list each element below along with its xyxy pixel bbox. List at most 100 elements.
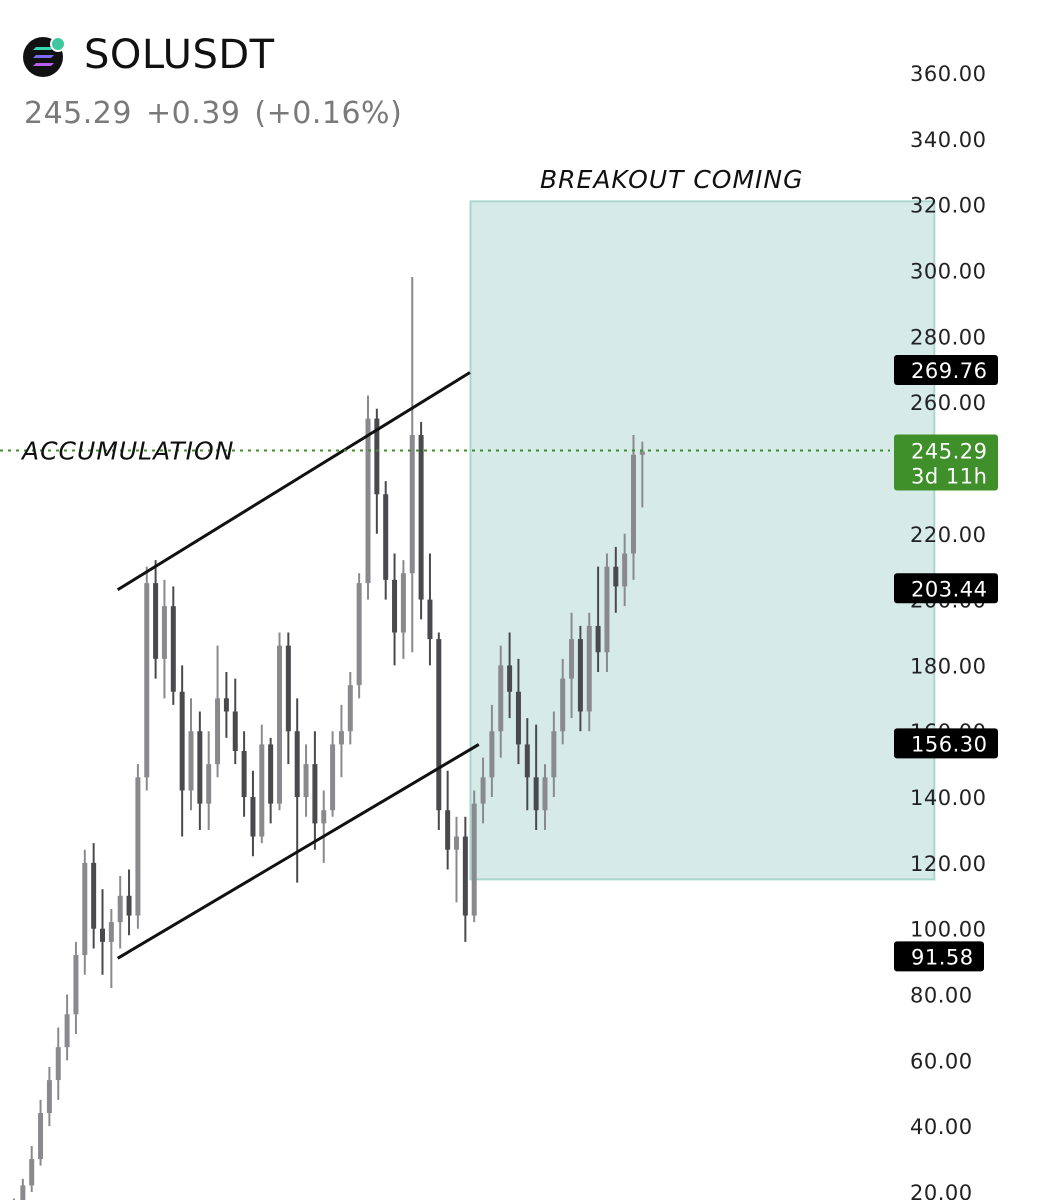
- candle[interactable]: [161, 579, 167, 699]
- candle-body: [117, 895, 123, 923]
- candle[interactable]: [312, 731, 318, 850]
- candle[interactable]: [631, 435, 636, 580]
- candle[interactable]: [179, 665, 185, 837]
- candle[interactable]: [46, 1066, 52, 1127]
- candle[interactable]: [38, 1099, 44, 1166]
- candle-body: [126, 895, 132, 916]
- candle[interactable]: [55, 1027, 61, 1100]
- candle[interactable]: [524, 718, 530, 811]
- candle[interactable]: [577, 625, 583, 732]
- price-badge-label: 156.30: [911, 732, 987, 756]
- channel-upper-line[interactable]: [116, 371, 471, 591]
- candle-body: [312, 764, 318, 824]
- candle[interactable]: [462, 816, 468, 942]
- candle-body: [427, 599, 433, 640]
- price-badge: 269.76: [894, 354, 998, 385]
- candle-body: [179, 691, 185, 791]
- y-tick-label: 360.00: [910, 62, 986, 86]
- candle[interactable]: [533, 724, 539, 830]
- candle-body: [170, 606, 176, 692]
- candle-body: [400, 573, 406, 633]
- candle[interactable]: [321, 790, 327, 863]
- candle[interactable]: [188, 698, 194, 811]
- candle[interactable]: [126, 869, 132, 936]
- candle[interactable]: [294, 698, 300, 883]
- candle[interactable]: [170, 586, 176, 705]
- candle[interactable]: [560, 658, 566, 745]
- candle-body: [595, 625, 601, 653]
- candle-body: [515, 691, 521, 745]
- candle-body: [232, 711, 238, 751]
- candle[interactable]: [622, 533, 628, 607]
- candle[interactable]: [586, 612, 592, 732]
- candle[interactable]: [108, 908, 114, 988]
- candle[interactable]: [153, 560, 159, 679]
- candle[interactable]: [303, 744, 309, 817]
- candle[interactable]: [365, 395, 371, 600]
- channel-lower-line[interactable]: [116, 743, 480, 960]
- candle[interactable]: [542, 764, 548, 830]
- candle-body: [188, 731, 194, 791]
- candle-body: [356, 583, 362, 686]
- candle[interactable]: [117, 876, 123, 949]
- candle[interactable]: [135, 764, 141, 929]
- candle-body: [498, 665, 504, 732]
- candle[interactable]: [73, 941, 79, 1035]
- candle[interactable]: [64, 994, 70, 1061]
- candle[interactable]: [197, 711, 203, 830]
- candle[interactable]: [498, 645, 504, 758]
- candle[interactable]: [454, 816, 459, 903]
- candle[interactable]: [639, 441, 645, 508]
- candle[interactable]: [285, 632, 291, 765]
- candle[interactable]: [551, 711, 557, 798]
- candle[interactable]: [400, 560, 406, 659]
- candle[interactable]: [480, 757, 486, 824]
- candle-body: [321, 810, 327, 824]
- candle[interactable]: [489, 704, 495, 798]
- candle[interactable]: [20, 1178, 26, 1200]
- breakout-zone[interactable]: [469, 200, 936, 881]
- candle[interactable]: [515, 658, 521, 765]
- candle-body: [613, 566, 619, 587]
- candle[interactable]: [330, 731, 336, 817]
- candle[interactable]: [82, 849, 88, 975]
- candle[interactable]: [613, 546, 619, 613]
- candle[interactable]: [418, 421, 424, 620]
- candle[interactable]: [392, 553, 398, 666]
- candle[interactable]: [445, 770, 451, 870]
- candle[interactable]: [144, 566, 150, 791]
- candle-body: [55, 1047, 61, 1081]
- candle[interactable]: [215, 645, 221, 778]
- candle[interactable]: [569, 612, 575, 719]
- candle-body: [462, 836, 468, 916]
- price-badge: 91.58: [894, 941, 984, 972]
- candle[interactable]: [356, 573, 362, 699]
- candle[interactable]: [409, 277, 415, 653]
- candle[interactable]: [29, 1145, 35, 1192]
- price-badge-label: 269.76: [911, 359, 987, 383]
- y-tick-label: 220.00: [910, 523, 986, 547]
- candle[interactable]: [507, 632, 513, 719]
- candle[interactable]: [338, 704, 344, 778]
- candle[interactable]: [604, 553, 610, 672]
- candle[interactable]: [436, 632, 442, 830]
- candle[interactable]: [100, 889, 105, 975]
- candle[interactable]: [241, 731, 247, 817]
- candle[interactable]: [277, 632, 282, 811]
- candle[interactable]: [223, 671, 229, 738]
- candle[interactable]: [427, 553, 433, 666]
- candle[interactable]: [268, 737, 274, 824]
- candle[interactable]: [259, 724, 265, 844]
- candle[interactable]: [347, 671, 353, 745]
- candle[interactable]: [595, 566, 601, 672]
- candle[interactable]: [206, 731, 212, 830]
- candle-body: [161, 606, 167, 659]
- candle[interactable]: [91, 843, 97, 949]
- y-tick-label: 180.00: [910, 654, 986, 678]
- candle[interactable]: [250, 770, 256, 857]
- candle[interactable]: [232, 678, 238, 765]
- candle[interactable]: [383, 481, 389, 600]
- candle[interactable]: [471, 790, 477, 923]
